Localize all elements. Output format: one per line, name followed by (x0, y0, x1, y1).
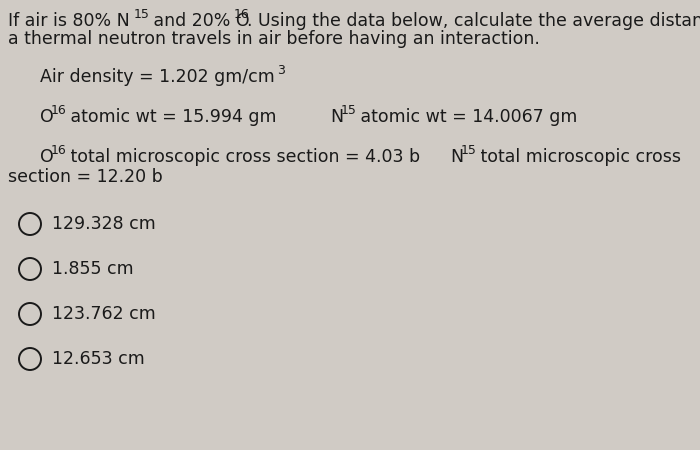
Text: N: N (330, 108, 343, 126)
Text: 15: 15 (461, 144, 477, 157)
Text: N: N (450, 148, 463, 166)
Text: and 20% O: and 20% O (148, 12, 250, 30)
Text: Air density = 1.202 gm/cm: Air density = 1.202 gm/cm (40, 68, 274, 86)
Text: . Using the data below, calculate the average distance: . Using the data below, calculate the av… (247, 12, 700, 30)
Text: 123.762 cm: 123.762 cm (52, 305, 155, 323)
Text: total microscopic cross: total microscopic cross (475, 148, 681, 166)
Text: O: O (40, 148, 54, 166)
Text: total microscopic cross section = 4.03 b: total microscopic cross section = 4.03 b (65, 148, 420, 166)
Text: 1.855 cm: 1.855 cm (52, 260, 134, 278)
Text: 129.328 cm: 129.328 cm (52, 215, 155, 233)
Text: 16: 16 (51, 104, 66, 117)
Text: 15: 15 (341, 104, 357, 117)
Text: a thermal neutron travels in air before having an interaction.: a thermal neutron travels in air before … (8, 30, 540, 48)
Text: atomic wt = 15.994 gm: atomic wt = 15.994 gm (65, 108, 276, 126)
Text: 15: 15 (134, 8, 150, 21)
Text: If air is 80% N: If air is 80% N (8, 12, 130, 30)
Text: 12.653 cm: 12.653 cm (52, 350, 145, 368)
Text: O: O (40, 108, 54, 126)
Text: atomic wt = 14.0067 gm: atomic wt = 14.0067 gm (355, 108, 578, 126)
Text: section = 12.20 b: section = 12.20 b (8, 168, 162, 186)
Text: 3: 3 (277, 64, 285, 77)
Text: 16: 16 (234, 8, 250, 21)
Text: 16: 16 (51, 144, 66, 157)
